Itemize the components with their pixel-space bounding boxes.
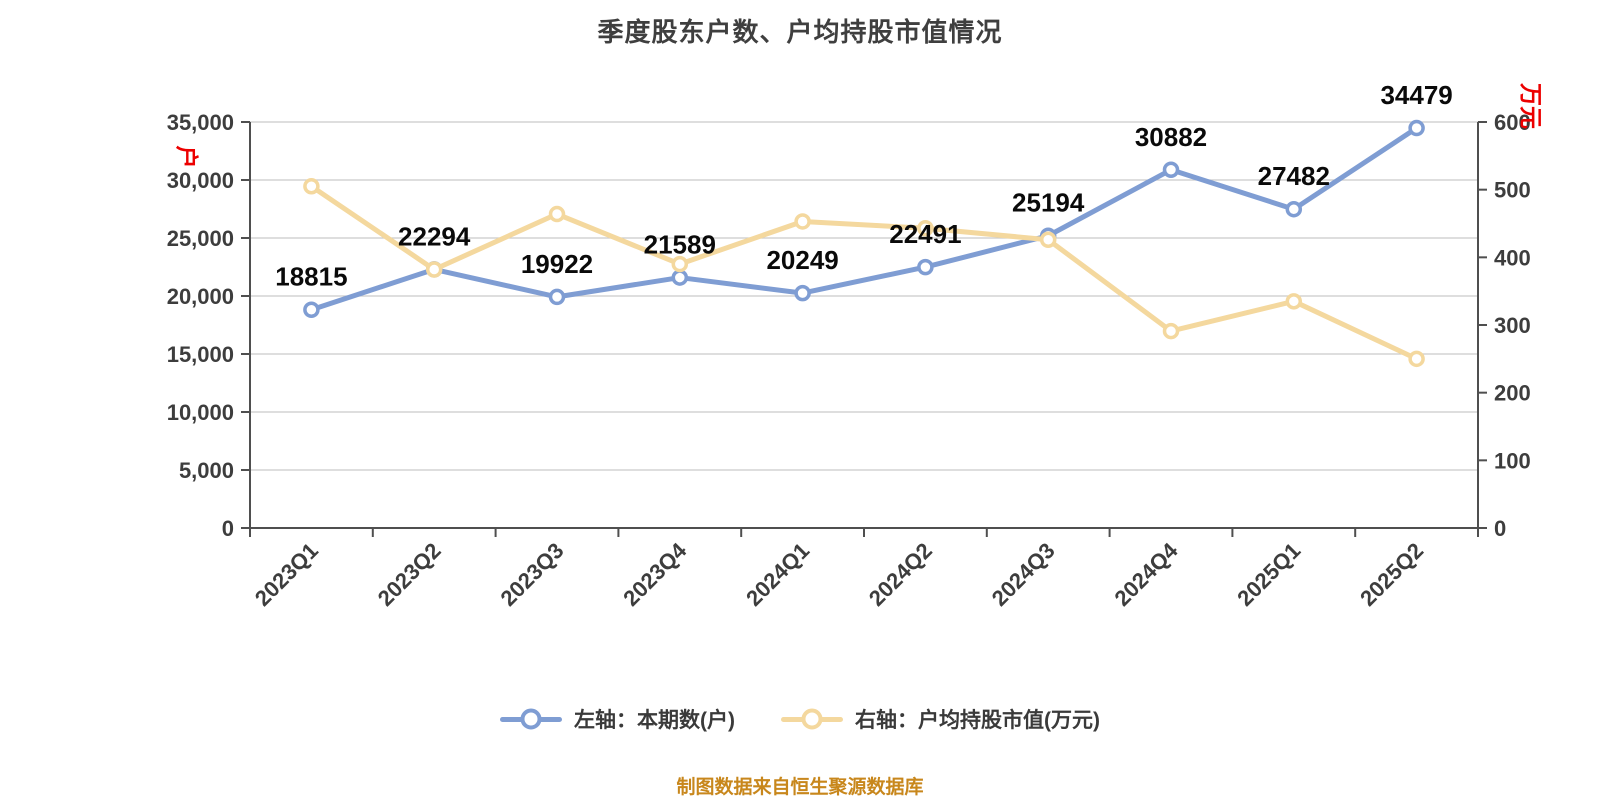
data-point-label: 34479: [1380, 80, 1452, 110]
y-right-tick-label: 400: [1494, 245, 1531, 270]
data-point-label: 22294: [398, 221, 471, 251]
legend-item-shareholder-count[interactable]: 左轴：本期数(户): [500, 704, 735, 734]
legend-dot-blue: [520, 708, 542, 730]
data-point-marker: [1162, 322, 1180, 340]
x-category-label: 2024Q1: [741, 538, 814, 611]
legend-marker-blue-icon: [500, 708, 562, 730]
y-left-axis-unit: 户: [174, 146, 200, 169]
data-point-marker: [917, 258, 934, 276]
data-point-marker: [548, 205, 566, 223]
data-point-marker: [303, 301, 320, 318]
y-right-tick-label: 0: [1494, 516, 1506, 541]
y-left-tick-label: 5,000: [179, 458, 234, 483]
data-point-marker: [1285, 200, 1303, 218]
data-point-marker: [1285, 293, 1303, 310]
x-category-label: 2024Q4: [1109, 537, 1183, 611]
y-right-axis-unit: 万元: [1518, 83, 1544, 129]
data-point-marker: [794, 213, 811, 230]
data-point-marker: [1408, 350, 1425, 368]
data-point-marker: [548, 288, 566, 306]
x-category-label: 2023Q3: [495, 538, 568, 611]
legend-label-shareholder-count: 左轴：本期数(户): [574, 709, 735, 732]
data-point-label: 25194: [1012, 188, 1085, 218]
series-line-shareholder-count: [308, 125, 1420, 313]
data-point-marker: [303, 178, 320, 195]
legend-marker-yellow-icon: [781, 708, 843, 730]
data-point-label: 30882: [1135, 122, 1207, 152]
x-category-label: 2025Q1: [1232, 538, 1305, 611]
x-category-label: 2025Q2: [1355, 538, 1428, 611]
data-point-marker: [1162, 161, 1180, 179]
y-right-tick-label: 300: [1494, 313, 1531, 338]
legend-label-avg-market-value: 右轴：户均持股市值(万元): [855, 709, 1100, 732]
data-point-marker: [794, 284, 811, 302]
y-right-tick-label: 600: [1494, 110, 1531, 135]
y-right-tick-label: 200: [1494, 381, 1531, 406]
x-category-label: 2024Q3: [987, 538, 1060, 611]
y-left-tick-label: 10,000: [167, 400, 234, 425]
data-point-marker: [1408, 119, 1425, 137]
x-category-label: 2024Q2: [864, 538, 937, 611]
data-point-marker: [425, 261, 443, 278]
y-right-tick-label: 500: [1494, 178, 1531, 203]
data-point-marker: [1039, 231, 1057, 248]
data-point-marker: [671, 255, 689, 273]
x-category-label: 2023Q4: [618, 537, 692, 611]
y-right-tick-label: 100: [1494, 448, 1531, 473]
data-point-label: 21589: [644, 230, 716, 260]
legend: 左轴：本期数(户) 右轴：户均持股市值(万元): [0, 704, 1600, 734]
y-left-tick-label: 0: [222, 516, 234, 541]
chart-title: 季度股东户数、户均持股市值情况: [597, 17, 1003, 47]
data-point-label: 19922: [521, 249, 593, 279]
y-left-tick-label: 15,000: [167, 342, 234, 367]
data-point-label: 18815: [275, 262, 347, 292]
y-left-tick-label: 30,000: [167, 168, 234, 193]
y-left-tick-label: 35,000: [167, 110, 234, 135]
x-category-label: 2023Q1: [250, 538, 323, 611]
data-point-label: 20249: [766, 245, 838, 275]
line-chart-canvas: 0 5,000 10,000 15,000 20,000 25,000 30,000 35,0…: [167, 80, 1544, 611]
data-point-label: 22491: [889, 219, 961, 249]
series-line-avg-market-value: [308, 183, 1420, 362]
y-left-tick-label: 25,000: [167, 226, 234, 251]
data-point-label: 27482: [1258, 161, 1330, 191]
x-category-label: 2023Q2: [373, 538, 446, 611]
data-point-marker: [917, 219, 934, 237]
legend-item-avg-market-value[interactable]: 右轴：户均持股市值(万元): [781, 704, 1100, 734]
y-left-tick-label: 20,000: [167, 284, 234, 309]
legend-dot-yellow: [801, 708, 823, 730]
source-caption: 制图数据来自恒生聚源数据库: [676, 777, 924, 798]
data-point-marker: [671, 269, 689, 286]
